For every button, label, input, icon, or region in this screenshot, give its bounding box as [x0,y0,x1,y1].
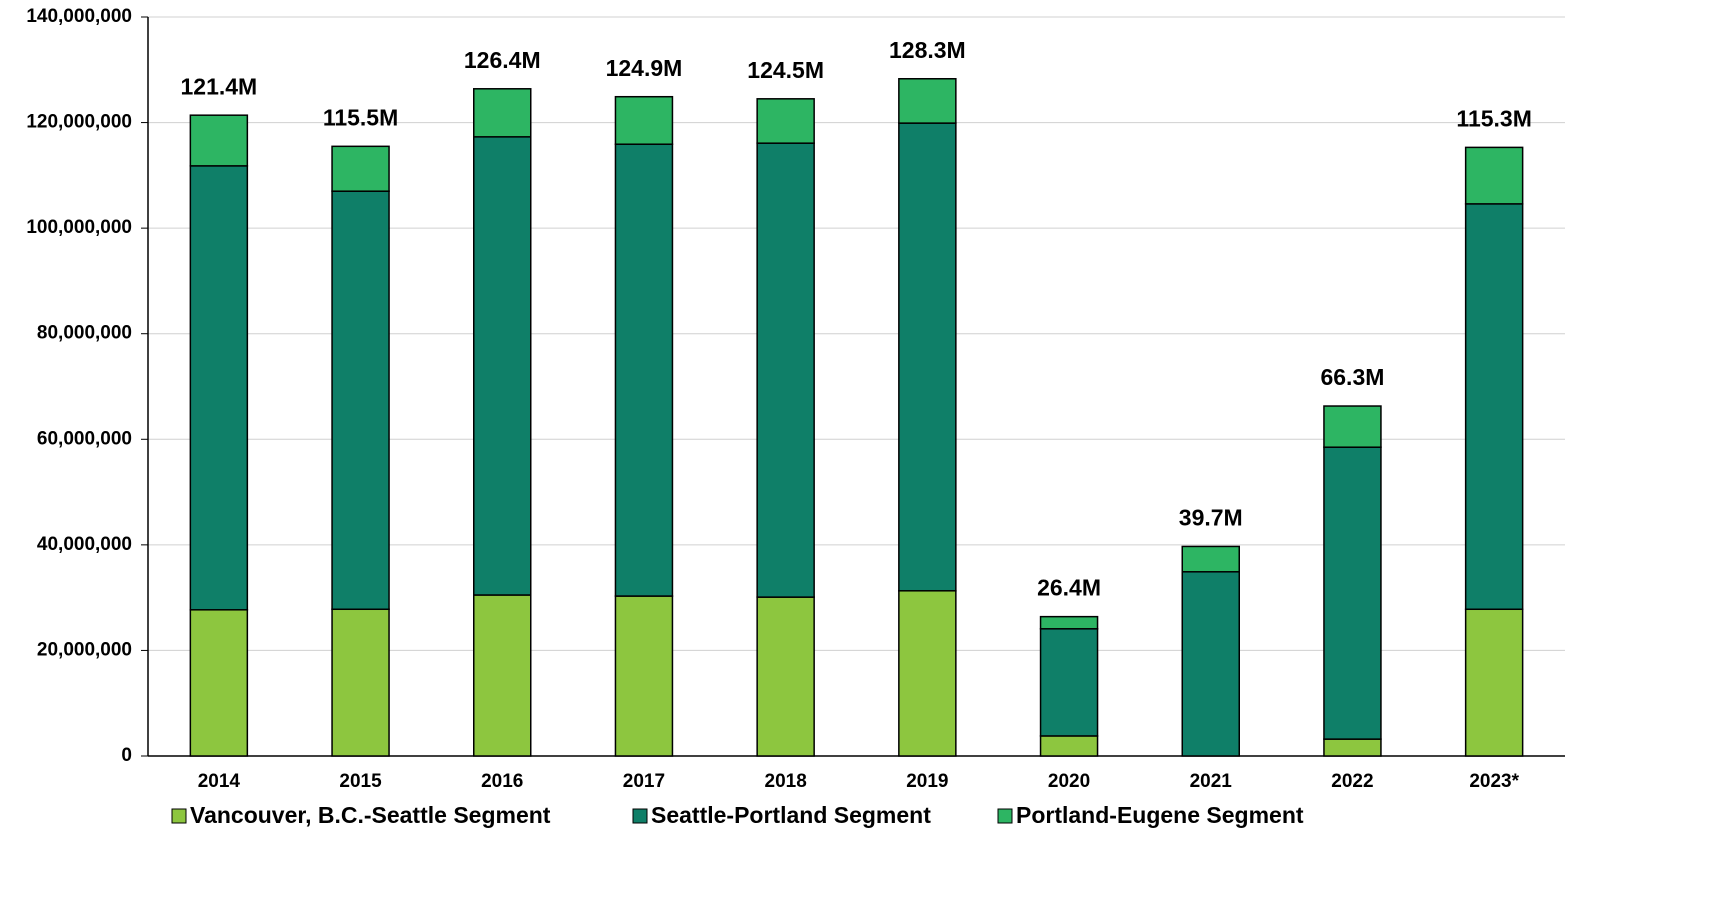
bar-segment [473,88,532,138]
bar-segment [1181,571,1240,757]
y-tick-label: 0 [121,745,132,766]
bar-segment [1323,405,1382,448]
bar-segment [898,78,957,124]
x-tick-label: 2017 [623,771,665,792]
bar-segment [1464,608,1524,757]
bar-segment [1039,615,1099,630]
y-tick-label: 120,000,000 [26,112,132,133]
bar-segment [473,136,532,596]
bar-segment [1323,446,1382,740]
y-tick-label: 40,000,000 [37,534,132,555]
legend-swatch [171,808,187,824]
bar-segment [331,190,390,611]
bar-segment [756,98,815,144]
y-tick-label: 20,000,000 [37,639,132,660]
bar-segment [331,145,390,192]
y-tick-label: 140,000,000 [26,6,132,27]
bar-segment [1181,545,1240,573]
bar-segment [1464,146,1524,205]
x-tick-label: 2018 [765,771,807,792]
bar-segment [1323,738,1382,757]
bar-segment [189,114,249,167]
y-tick-label: 100,000,000 [26,217,132,238]
x-tick-label: 2022 [1331,771,1373,792]
total-label: 26.4M [1037,575,1101,601]
total-label: 126.4M [464,47,541,73]
legend-swatch [632,808,648,824]
bar-segment [614,95,674,145]
bar-segment [898,122,957,592]
bar-segment [614,595,674,757]
bar-segment [189,609,249,757]
total-label: 39.7M [1179,505,1243,531]
total-label: 66.3M [1320,364,1384,390]
bar-segment [756,142,815,598]
bar-segment [898,590,957,757]
legend-swatch [997,808,1013,824]
total-label: 121.4M [180,73,257,99]
x-tick-label: 2023* [1469,771,1519,792]
bar-segment [614,143,674,597]
total-label: 115.5M [323,104,398,130]
total-label: 128.3M [889,37,966,63]
x-tick-label: 2019 [906,771,948,792]
y-tick-label: 60,000,000 [37,428,132,449]
x-tick-label: 2014 [198,771,241,792]
x-tick-label: 2016 [481,771,523,792]
bar-segment [189,165,249,611]
x-tick-label: 2015 [339,771,382,792]
x-tick-label: 2020 [1048,771,1090,792]
total-label: 115.3M [1456,105,1531,131]
legend-label: Portland-Eugene Segment [1016,802,1304,828]
x-tick-label: 2021 [1190,771,1233,792]
legend-label: Vancouver, B.C.-Seattle Segment [190,802,551,828]
total-label: 124.9M [606,55,683,81]
bar-segment [473,594,532,757]
bar-segment [1039,628,1099,737]
total-label: 124.5M [747,57,824,83]
bar-segment [1464,203,1524,611]
y-tick-label: 80,000,000 [37,323,132,344]
bar-segment [1039,735,1099,757]
bar-segment [331,608,390,757]
legend-label: Seattle-Portland Segment [651,802,931,828]
bar-segment [756,596,815,757]
